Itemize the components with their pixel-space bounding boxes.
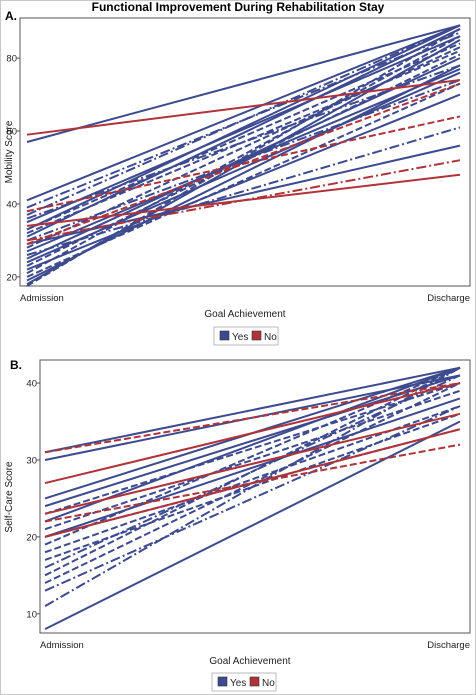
series-line-yes-9 bbox=[44, 366, 461, 546]
series-line-yes-21 bbox=[26, 82, 461, 278]
panel-b-y-ticks: 10 20 30 40 bbox=[26, 379, 40, 620]
series-line-no-25 bbox=[26, 78, 461, 136]
series-line-yes-7 bbox=[44, 389, 461, 531]
panel-b-legend-box bbox=[211, 672, 277, 692]
y-tick-label: 10 bbox=[26, 609, 37, 620]
panel-b: B. 10 20 30 40 Admission Discharge Goal Ach… bbox=[4, 358, 471, 692]
panel-a-y-ticks: 20 40 60 80 bbox=[6, 54, 20, 283]
panel-a-legend: Yes No bbox=[213, 326, 279, 346]
series-line-yes-4 bbox=[26, 24, 461, 216]
panel-b-letter: B. bbox=[10, 358, 22, 372]
panel-b-y-axis-label: Self-Care Score bbox=[4, 461, 15, 533]
y-tick-label: 40 bbox=[26, 379, 37, 390]
panel-a-x-axis-label: Goal Achievement bbox=[204, 309, 285, 320]
series-line-yes-7 bbox=[26, 42, 461, 231]
panel-b-legend-swatch-no bbox=[249, 676, 260, 687]
panel-b-series-lines bbox=[44, 366, 461, 631]
series-line-yes-13 bbox=[44, 366, 461, 577]
series-line-no-21 bbox=[44, 412, 461, 515]
panel-b-legend: Yes No bbox=[211, 672, 277, 692]
y-tick-label: 60 bbox=[6, 127, 17, 138]
panel-a-x-tick-discharge: Discharge bbox=[427, 293, 470, 304]
series-line-yes-15 bbox=[44, 405, 461, 592]
panel-b-x-tick-admission: Admission bbox=[40, 640, 84, 651]
series-line-yes-2 bbox=[26, 24, 461, 202]
panel-b-legend-label-no: No bbox=[262, 678, 275, 689]
panel-a: A. 20 40 60 80 Admission Discharge Goal Ach… bbox=[4, 9, 471, 346]
panel-b-plot-frame bbox=[39, 359, 471, 634]
series-line-yes-3 bbox=[26, 31, 461, 209]
y-tick-label: 80 bbox=[6, 54, 17, 65]
panel-a-plot-frame bbox=[19, 17, 471, 287]
series-line-no-28 bbox=[26, 159, 461, 242]
panel-a-legend-label-yes: Yes bbox=[232, 332, 248, 343]
series-line-yes-20 bbox=[26, 35, 461, 275]
series-line-yes-24 bbox=[26, 28, 461, 287]
series-line-yes-10 bbox=[26, 28, 461, 238]
series-line-yes-8 bbox=[44, 397, 461, 538]
series-line-yes-1 bbox=[44, 366, 461, 454]
y-tick-label: 30 bbox=[26, 455, 37, 466]
panel-b-legend-swatch-yes bbox=[217, 676, 228, 687]
panel-a-legend-box bbox=[213, 326, 279, 346]
series-line-yes-5 bbox=[44, 382, 461, 515]
panel-a-x-tick-admission: Admission bbox=[20, 293, 64, 304]
series-line-yes-22 bbox=[26, 64, 461, 282]
series-line-yes-16 bbox=[44, 366, 461, 607]
panel-a-legend-swatch-yes bbox=[219, 330, 230, 341]
figure-title: Functional Improvement During Rehabilita… bbox=[92, 0, 385, 14]
series-line-no-19 bbox=[44, 382, 461, 454]
series-line-no-29 bbox=[26, 82, 461, 246]
panel-b-x-axis-label: Goal Achievement bbox=[209, 656, 290, 667]
panel-a-letter: A. bbox=[5, 9, 17, 23]
series-line-no-20 bbox=[44, 382, 461, 485]
y-tick-label: 20 bbox=[26, 532, 37, 543]
y-tick-label: 40 bbox=[6, 199, 17, 210]
y-tick-label: 20 bbox=[6, 272, 17, 283]
panel-a-y-axis-label: Mobility Score bbox=[4, 120, 15, 183]
series-line-yes-6 bbox=[44, 366, 461, 523]
series-line-yes-1 bbox=[26, 24, 461, 143]
series-line-yes-15 bbox=[26, 126, 461, 256]
series-line-no-23 bbox=[44, 428, 461, 538]
series-line-yes-17 bbox=[44, 420, 461, 631]
series-line-yes-6 bbox=[26, 35, 461, 224]
panel-b-legend-label-yes: Yes bbox=[230, 678, 246, 689]
panel-a-legend-swatch-no bbox=[251, 330, 262, 341]
panel-b-x-tick-discharge: Discharge bbox=[427, 640, 470, 651]
panel-a-legend-label-no: No bbox=[264, 332, 277, 343]
series-line-yes-19 bbox=[26, 93, 461, 271]
panel-a-series-lines bbox=[26, 24, 461, 287]
